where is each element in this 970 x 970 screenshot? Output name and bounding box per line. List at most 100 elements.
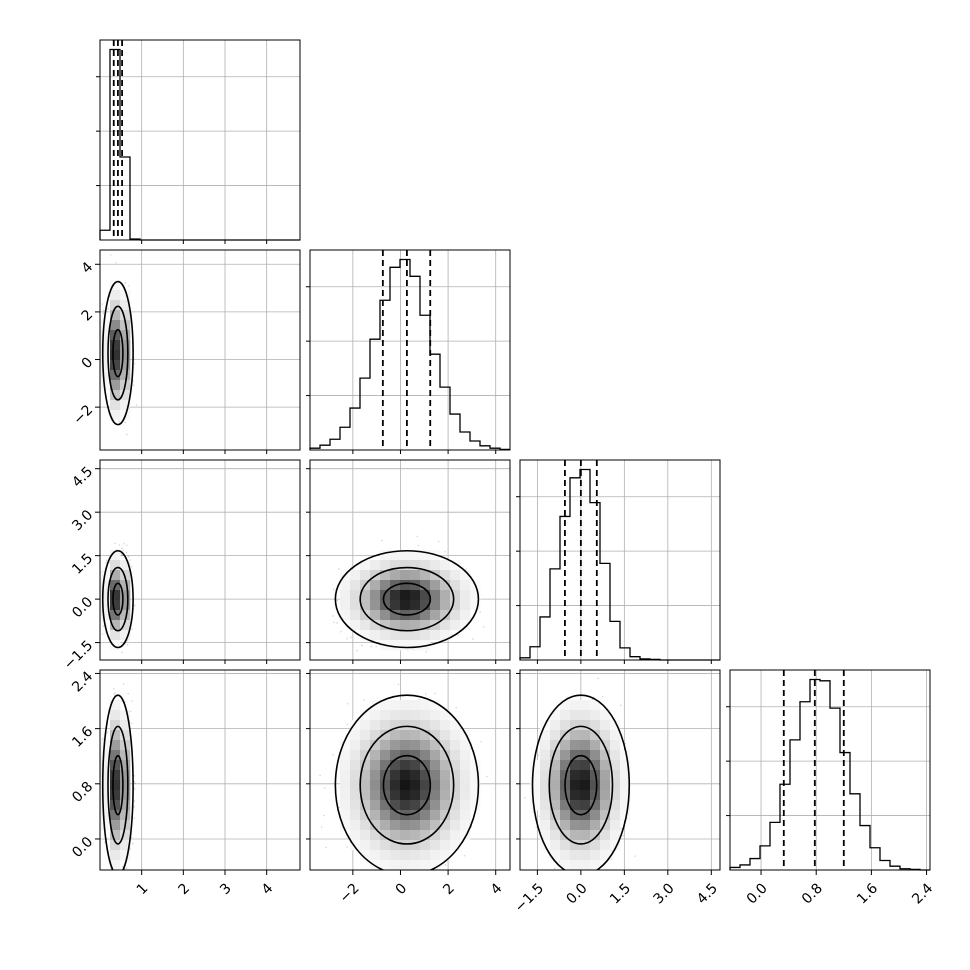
ytick-label-3-1: 0.8 [69,779,96,806]
density-cell-1-3 [350,820,361,831]
density-cell-1-3 [400,710,411,721]
density-cell-1-2 [380,590,391,601]
density-cell-0-3 [100,810,111,821]
xtick-label-3-0: 0.0 [744,880,771,907]
ytick-label-3-0: 0.0 [69,834,96,861]
density-cell-1-3 [350,750,361,761]
density-cell-2-3 [580,860,591,870]
density-cell-1-3 [390,800,401,811]
density-cell-1-3 [430,760,441,771]
density-cell-0-3 [120,800,131,811]
density-cell-0-1 [120,340,131,351]
density-cell-1-2 [360,560,371,571]
density-cell-1-2 [370,590,381,601]
density-cell-1-3 [450,810,461,821]
density-cell-1-3 [400,800,411,811]
contour-0-3-0 [112,754,124,816]
contour-0-1-0 [112,328,124,378]
density-cell-2-3 [550,810,561,821]
density-cell-2-3 [580,810,591,821]
density-cell-1-3 [440,710,451,721]
density-cell-0-1 [120,350,131,361]
density-cell-2-3 [570,720,581,731]
density-cell-1-3 [390,700,401,711]
density-cell-1-3 [380,820,391,831]
density-cell-1-3 [410,740,421,751]
density-cell-1-2 [420,630,431,641]
density-cell-2-3 [530,800,541,811]
contour-2-3-2 [531,694,631,870]
density-cell-1-2 [450,580,461,591]
density-cell-1-3 [410,860,421,870]
density-cell-2-3 [580,800,591,811]
density-cell-2-3 [570,830,581,841]
density-cell-0-3 [100,760,111,771]
density-cell-1-3 [400,780,411,791]
density-cell-0-1 [110,340,121,351]
density-cell-1-3 [440,820,451,831]
density-cell-1-2 [460,600,471,611]
density-cell-0-3 [110,780,121,791]
density-cell-2-3 [600,720,611,731]
xtick-label-2-4: 4.5 [694,880,721,907]
density-cell-0-2 [120,620,131,631]
density-cell-1-2 [430,630,441,641]
density-cell-1-3 [400,860,411,870]
density-cell-1-3 [420,850,431,861]
density-cell-1-2 [410,590,421,601]
density-cell-1-2 [400,590,411,601]
density-cell-1-3 [410,710,421,721]
density-cell-1-2 [410,580,421,591]
density-cell-1-2 [440,580,451,591]
density-cell-1-2 [390,550,401,561]
density-cell-2-3 [610,730,621,741]
density-cell-2-3 [620,790,631,801]
density-cell-1-3 [460,800,471,811]
density-cell-1-3 [420,770,431,781]
density-cell-2-3 [600,790,611,801]
density-cell-1-3 [440,810,451,821]
density-cell-1-2 [430,560,441,571]
density-cell-1-2 [460,620,471,631]
density-cell-2-3 [550,730,561,741]
density-cell-2-3 [560,710,571,721]
density-cell-2-3 [560,720,571,731]
density-cell-0-3 [110,840,121,851]
contour-0-1-1 [107,305,129,401]
density-cell-0-1 [100,340,111,351]
density-cell-2-3 [540,730,551,741]
density-cell-1-2 [400,560,411,571]
contour-1-3-2 [334,694,480,870]
density-cell-1-3 [400,740,411,751]
density-cell-1-3 [380,780,391,791]
density-cell-1-3 [390,750,401,761]
density-cell-1-3 [440,850,451,861]
density-cell-1-2 [450,590,461,601]
density-cell-0-2 [100,600,111,611]
density-cell-1-3 [420,710,431,721]
density-cell-0-1 [110,350,121,361]
density-cell-1-3 [420,790,431,801]
density-cell-2-3 [610,800,621,811]
density-cell-1-3 [460,830,471,841]
density-cell-2-3 [590,850,601,861]
density-cell-2-3 [570,710,581,721]
density-cell-2-3 [600,710,611,721]
density-cell-0-3 [100,780,111,791]
density-cell-1-3 [370,840,381,851]
density-cell-0-1 [120,360,131,371]
density-cell-2-3 [540,800,551,811]
contour-0-3-2 [101,694,134,870]
density-cell-1-2 [420,620,431,631]
contour-1-3-0 [382,754,432,816]
density-cell-0-3 [120,840,131,851]
density-cell-2-3 [600,740,611,751]
density-cell-2-3 [550,820,561,831]
density-cell-2-3 [570,860,581,870]
density-cell-0-3 [120,720,131,731]
density-cell-1-2 [370,560,381,571]
density-cell-1-2 [420,550,431,561]
density-cell-2-3 [560,760,571,771]
density-cell-1-3 [360,820,371,831]
density-cell-2-3 [570,840,581,851]
